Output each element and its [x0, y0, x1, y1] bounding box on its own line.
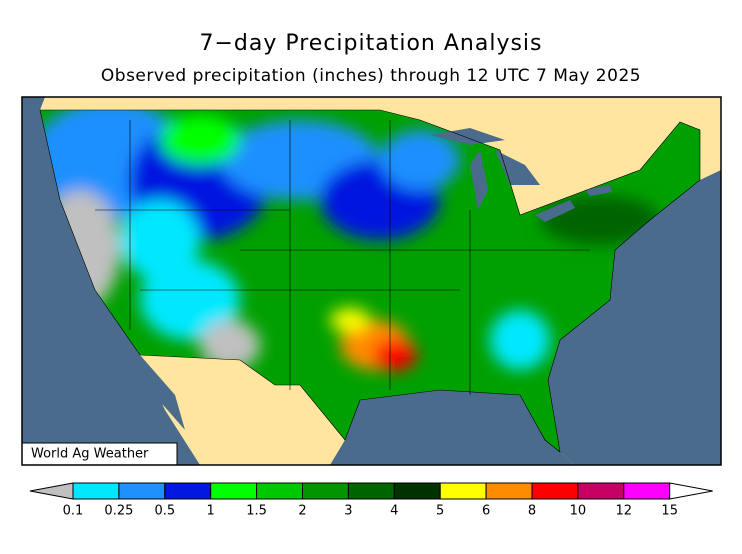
legend: 0.1 0.25 0.5 1 1.5 2 3 4 5 6 8 10 12 15 — [29, 482, 713, 519]
legend-label: 0.1 — [63, 504, 84, 519]
map: World Ag Weather — [22, 97, 721, 465]
gulf-of-california — [140, 355, 185, 430]
legend-label: 0.5 — [154, 504, 175, 519]
credit-box — [22, 442, 178, 465]
legend-label: 1.5 — [246, 504, 267, 519]
legend-label: 2 — [298, 504, 306, 519]
legend-swatch — [302, 482, 349, 500]
gulf — [330, 390, 575, 465]
legend-swatch — [393, 482, 441, 500]
great-lakes — [430, 128, 612, 222]
legend-swatch — [347, 482, 395, 500]
legend-label: 6 — [482, 504, 490, 519]
legend-swatch — [164, 482, 212, 500]
legend-label: 5 — [436, 504, 444, 519]
legend-label: 1 — [207, 504, 215, 519]
legend-label: 12 — [616, 504, 633, 519]
title: 7−day Precipitation Analysis — [199, 31, 542, 56]
legend-label: 3 — [344, 504, 352, 519]
borders — [39, 109, 701, 453]
pacific — [22, 97, 200, 465]
legend-swatch — [256, 482, 304, 500]
legend-label: 10 — [570, 504, 587, 519]
legend-swatch — [439, 482, 487, 500]
legend-swatch — [485, 482, 533, 500]
credit: World Ag Weather — [31, 447, 149, 462]
legend-swatch — [210, 482, 258, 500]
legend-swatch — [623, 482, 671, 500]
legend-swatch — [577, 482, 625, 500]
legend-label: 0.25 — [104, 504, 133, 519]
legend-label: 8 — [528, 504, 536, 519]
legend-label: 15 — [661, 504, 678, 519]
map-frame — [21, 96, 722, 466]
legend-swatch — [118, 482, 166, 500]
canada — [380, 97, 700, 215]
legend-swatch — [669, 482, 713, 500]
legend-swatch — [29, 482, 74, 500]
legend-swatch — [531, 482, 579, 500]
legend-label: 4 — [390, 504, 398, 519]
subtitle: Observed precipitation (inches) through … — [101, 66, 641, 86]
atlantic — [548, 170, 721, 465]
legend-swatch — [72, 482, 120, 500]
